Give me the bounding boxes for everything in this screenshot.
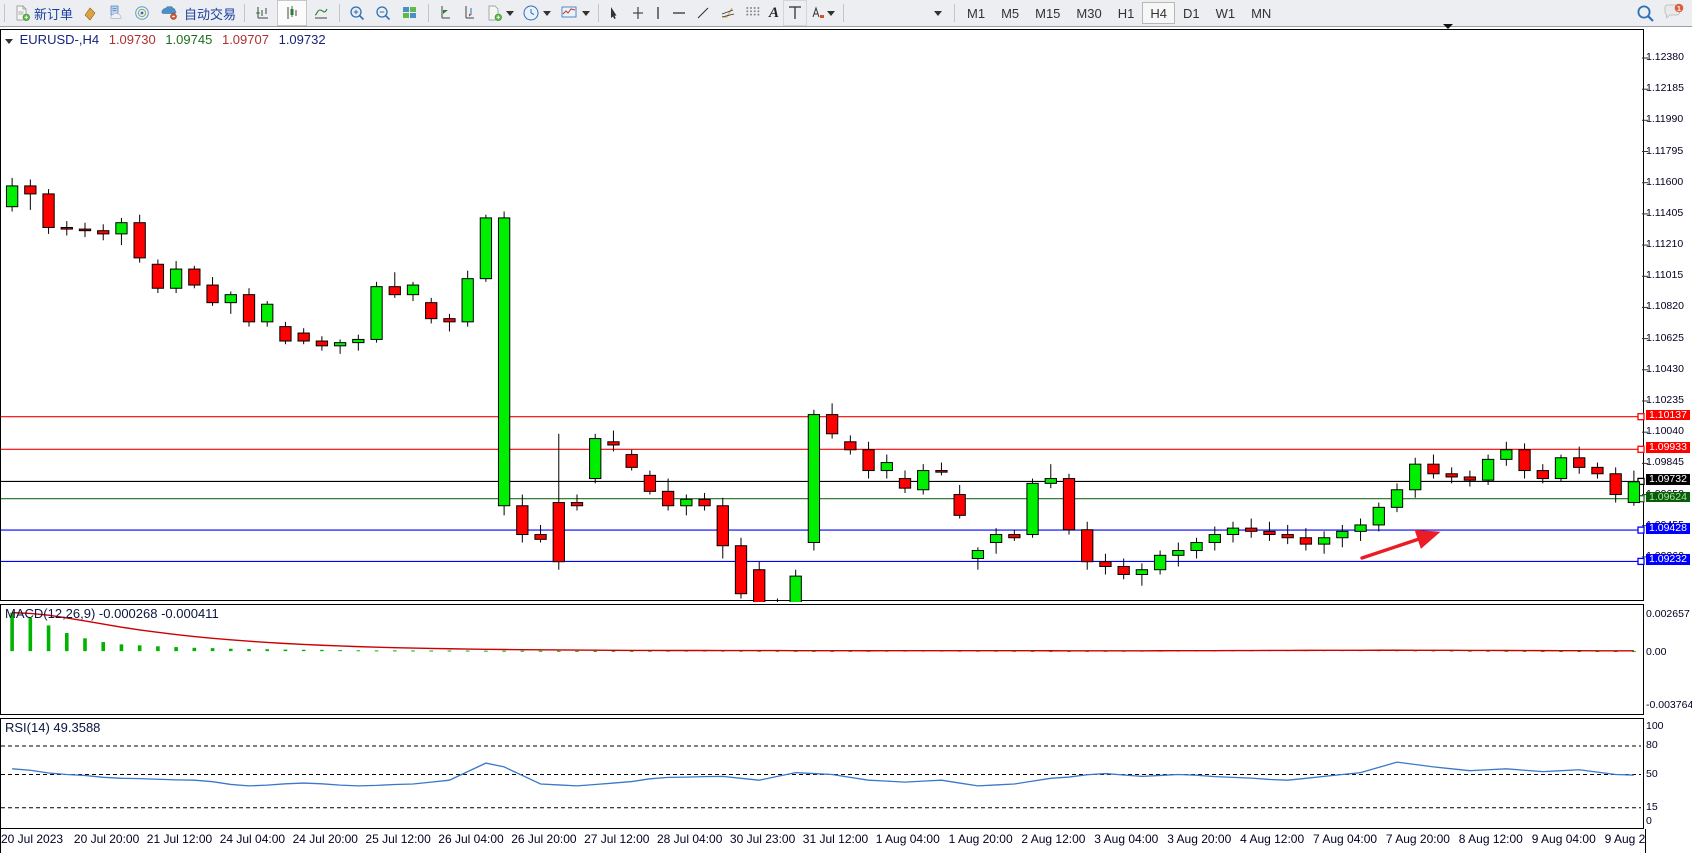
svg-text:1: 1: [1677, 6, 1681, 13]
